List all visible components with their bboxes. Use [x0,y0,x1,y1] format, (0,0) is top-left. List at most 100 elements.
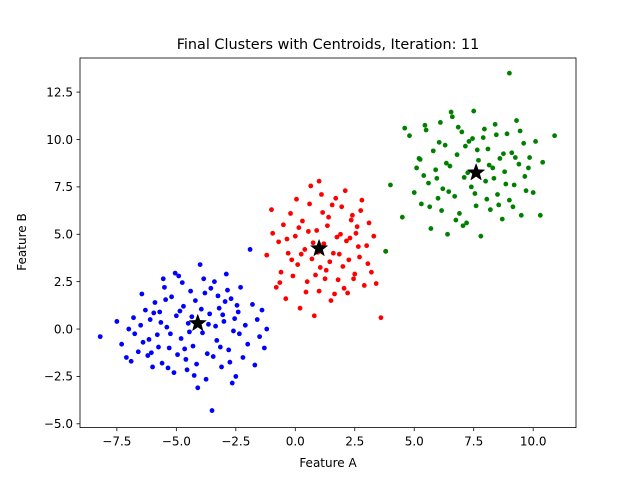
data-point [436,139,442,145]
data-point [139,291,145,297]
data-point [349,212,355,218]
data-point [526,165,531,171]
data-point [261,345,267,351]
data-point [216,305,222,311]
y-axis-ticks: −5.0 −2.5 0.0 2.5 5.0 7.5 10.0 12.5 [44,85,80,431]
data-point [447,163,453,169]
plot-frame [79,57,577,429]
data-point [227,359,233,365]
data-point [247,247,253,252]
data-point [163,297,169,303]
data-point [335,277,341,283]
data-point [223,271,229,277]
data-point [321,241,327,247]
data-point [502,169,508,175]
data-point [317,265,323,270]
data-point [300,218,305,224]
data-point [523,188,529,194]
data-point [329,202,335,208]
data-point [235,309,241,315]
centroids-layer [188,162,486,332]
data-point [254,317,260,322]
x-tick-label: 0.0 [286,435,305,449]
data-point [234,302,240,308]
data-point [175,352,180,358]
data-point [478,233,484,239]
x-tick-label: 10.0 [520,435,547,449]
data-point [399,214,405,220]
data-point [182,346,188,352]
data-point [192,298,198,304]
data-point [270,230,276,236]
data-point [238,284,243,290]
data-point [486,162,492,168]
data-point [333,195,339,201]
x-tick-label: 7.5 [464,435,483,449]
y-tick-label: 0.0 [54,322,73,336]
data-point [222,299,228,304]
data-point [156,344,161,350]
data-point [421,173,427,178]
data-point [347,235,353,241]
data-point [495,192,500,197]
data-point [221,319,227,324]
y-tick-label: 5.0 [54,228,73,242]
data-point [284,236,290,242]
data-point [353,230,359,236]
data-point [269,207,274,213]
data-point [388,182,393,188]
data-point [169,294,174,300]
data-point [501,151,506,157]
data-point [172,270,178,276]
data-point [465,170,471,176]
data-point [154,332,160,338]
data-point [341,285,347,291]
data-point [207,311,213,317]
data-point [407,133,412,139]
y-tick-label: 10.0 [46,133,73,147]
data-point [140,339,146,345]
y-axis-label: Feature B [15,213,29,270]
x-tick-label: 2.5 [345,435,364,449]
data-point [132,331,138,337]
data-point [184,367,190,373]
data-point [252,362,258,368]
data-point [206,321,211,327]
centroid-star-marker [309,238,329,257]
data-point [202,290,208,296]
data-point [302,247,308,252]
data-point [471,108,477,114]
data-point [158,320,164,325]
y-tick-label: −5.0 [44,417,73,431]
data-point [466,139,472,144]
data-point [330,250,336,256]
data-point [482,126,487,132]
data-point [298,251,304,257]
data-point [197,262,203,267]
data-point [340,264,346,269]
data-point [225,287,230,293]
data-point [128,358,134,364]
data-point [521,140,527,146]
data-point [509,150,515,156]
data-point [200,330,205,336]
data-point [276,239,282,245]
data-point [126,326,132,332]
data-point [336,251,342,257]
data-point [176,273,182,279]
data-point [131,315,136,321]
data-point [259,307,265,313]
data-point [365,261,371,267]
data-point [189,314,195,320]
data-point [517,128,523,134]
data-point [402,125,408,131]
data-point [503,181,509,187]
y-tick-label: 12.5 [46,85,73,99]
data-point [435,195,441,201]
x-tick-label: −2.5 [221,435,250,449]
data-point [273,284,279,290]
data-point [228,296,234,302]
data-point [540,159,546,165]
data-point [157,309,163,315]
data-point [449,114,455,120]
